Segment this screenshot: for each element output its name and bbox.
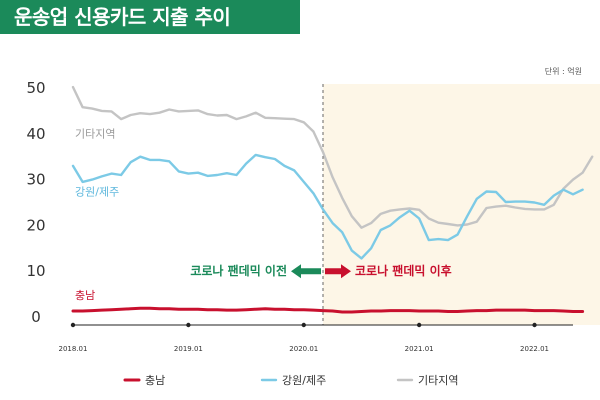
legend-label: 충남 — [145, 374, 165, 387]
unit-label: 단위 : 억원 — [545, 66, 582, 76]
arrow-right-icon — [325, 264, 351, 279]
y-axis: 0 10 20 30 40 50 — [26, 79, 45, 326]
x-tick-label: 2018.01 — [59, 345, 88, 353]
x-tick-dot — [70, 322, 76, 328]
x-tick-label: 2020.01 — [289, 345, 318, 353]
x-tick-label: 2019.01 — [174, 345, 203, 353]
series-inline-label: 강원/제주 — [75, 186, 119, 199]
y-tick-label: 30 — [26, 171, 45, 189]
x-tick-label: 2021.01 — [405, 345, 434, 353]
series-line-gangwon-jeju — [71, 153, 584, 260]
series-inline-label: 충남 — [75, 289, 95, 302]
arrow-left-icon — [291, 264, 321, 279]
series-line-chungnam — [71, 306, 585, 314]
y-tick-label: 20 — [26, 216, 45, 234]
series-inline-label: 기타지역 — [75, 127, 115, 140]
x-tick-dot — [416, 322, 422, 328]
x-tick-dot — [186, 322, 191, 328]
legend-item: 기타지역 — [396, 374, 458, 387]
series-layer — [71, 85, 594, 314]
page-title: 운송업 신용카드 지출 추이 — [0, 0, 300, 34]
annotation-after: 코로나 팬데믹 이후 — [355, 263, 452, 278]
x-tick-dot — [532, 322, 537, 328]
legend: 충남 강원/제주 기타지역 — [123, 374, 458, 387]
legend-item: 충남 — [123, 374, 165, 387]
legend-item: 강원/제주 — [260, 374, 326, 387]
y-tick-label: 40 — [26, 125, 45, 143]
legend-label: 강원/제주 — [282, 374, 326, 387]
x-tick-dot — [301, 322, 306, 328]
y-tick-label: 10 — [26, 262, 45, 280]
x-axis: 2018.01 2019.01 2020.01 2021.01 2022.01 — [59, 322, 573, 353]
pandemic-annotation: 코로나 팬데믹 이전 코로나 팬데믹 이후 — [190, 263, 452, 279]
annotation-before: 코로나 팬데믹 이전 — [190, 263, 287, 278]
legend-label: 기타지역 — [418, 374, 458, 387]
y-tick-label: 50 — [26, 79, 45, 97]
x-tick-label: 2022.01 — [520, 345, 549, 353]
series-line-other-regions — [71, 85, 594, 229]
y-tick-label: 0 — [31, 308, 41, 326]
pandemic-shaded-area — [323, 84, 600, 325]
